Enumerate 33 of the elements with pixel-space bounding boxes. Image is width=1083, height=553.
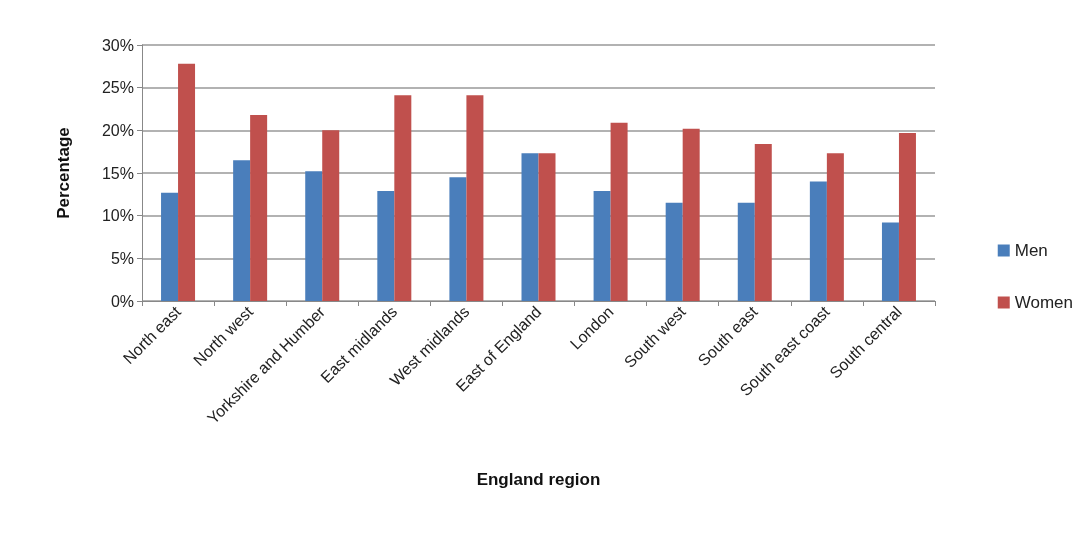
bar [322,130,340,301]
bar [178,63,196,301]
bar [233,160,251,301]
y-tick-label: 0% [110,292,134,310]
bar [305,171,323,301]
y-tick-label: 15% [101,164,134,182]
y-axis-title: Percentage [54,127,73,219]
legend-label: Women [1014,293,1073,312]
y-tick-label: 25% [101,79,134,97]
bar [593,190,611,301]
bar [538,153,556,301]
y-tick-label: 10% [101,207,134,225]
bar [665,202,683,301]
bar [394,95,412,301]
bar [610,122,628,301]
bar [737,202,755,301]
bar [881,222,899,301]
bar [826,153,844,301]
bar [898,132,916,301]
bar [250,114,268,301]
x-axis-title: England region [476,470,601,489]
bar [521,153,539,301]
y-tick-label: 5% [110,249,134,267]
bar [809,181,827,301]
bar [466,95,484,301]
y-tick-label: 30% [101,36,134,54]
bar [449,177,467,301]
legend-label: Men [1014,241,1048,260]
y-tick-label: 20% [101,121,134,139]
bar [377,190,395,301]
bar [682,128,700,301]
bar [161,192,179,301]
bar [754,143,772,301]
